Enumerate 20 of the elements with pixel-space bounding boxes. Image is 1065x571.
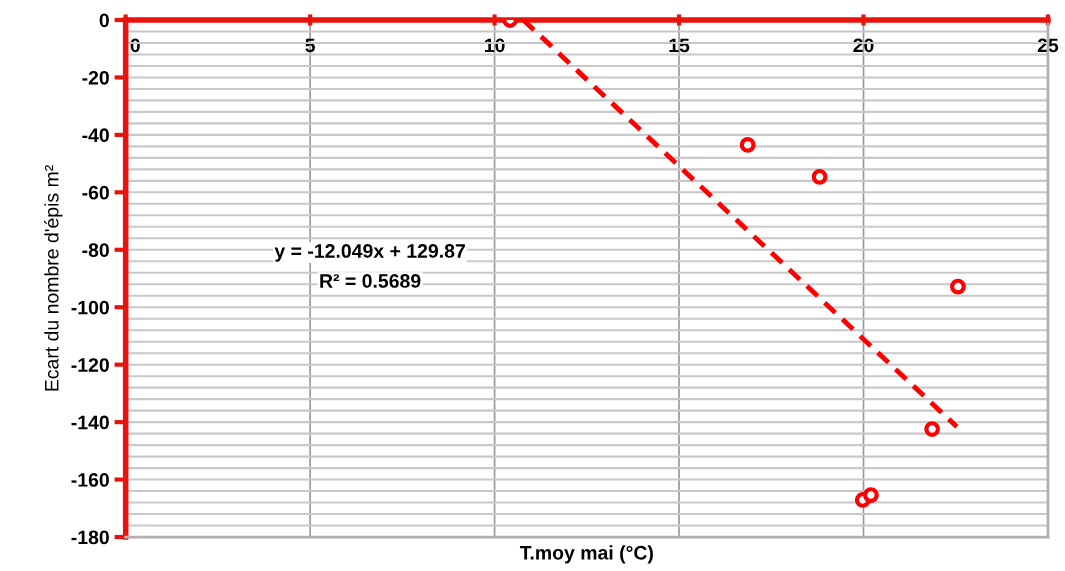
point: [862, 487, 879, 503]
point: [924, 421, 941, 437]
y-tick-label: -60: [82, 185, 109, 200]
annotation: R² = 0.5689: [320, 274, 421, 288]
x-tick-label: 25: [1037, 38, 1059, 53]
y-tick-label: -40: [82, 128, 109, 143]
y-tick-label: -20: [82, 70, 109, 85]
y-tick-label: -80: [82, 243, 109, 258]
y-tick-label: 0: [99, 13, 109, 28]
point: [811, 168, 828, 185]
y-tick-label: -160: [71, 473, 109, 487]
point: [739, 137, 756, 153]
point: [950, 278, 966, 295]
x-axis-title: T.moy mai (°C): [519, 545, 653, 564]
y-tick-label: -140: [71, 415, 109, 430]
y-tick-label: -120: [71, 358, 109, 372]
y-tick-label: -100: [71, 300, 109, 315]
annotation: y = -12.049x + 129.87: [274, 244, 465, 262]
y-axis-title: Ecart du nombre d'épis m²: [44, 165, 63, 391]
y-tick-label: -180: [71, 530, 109, 545]
